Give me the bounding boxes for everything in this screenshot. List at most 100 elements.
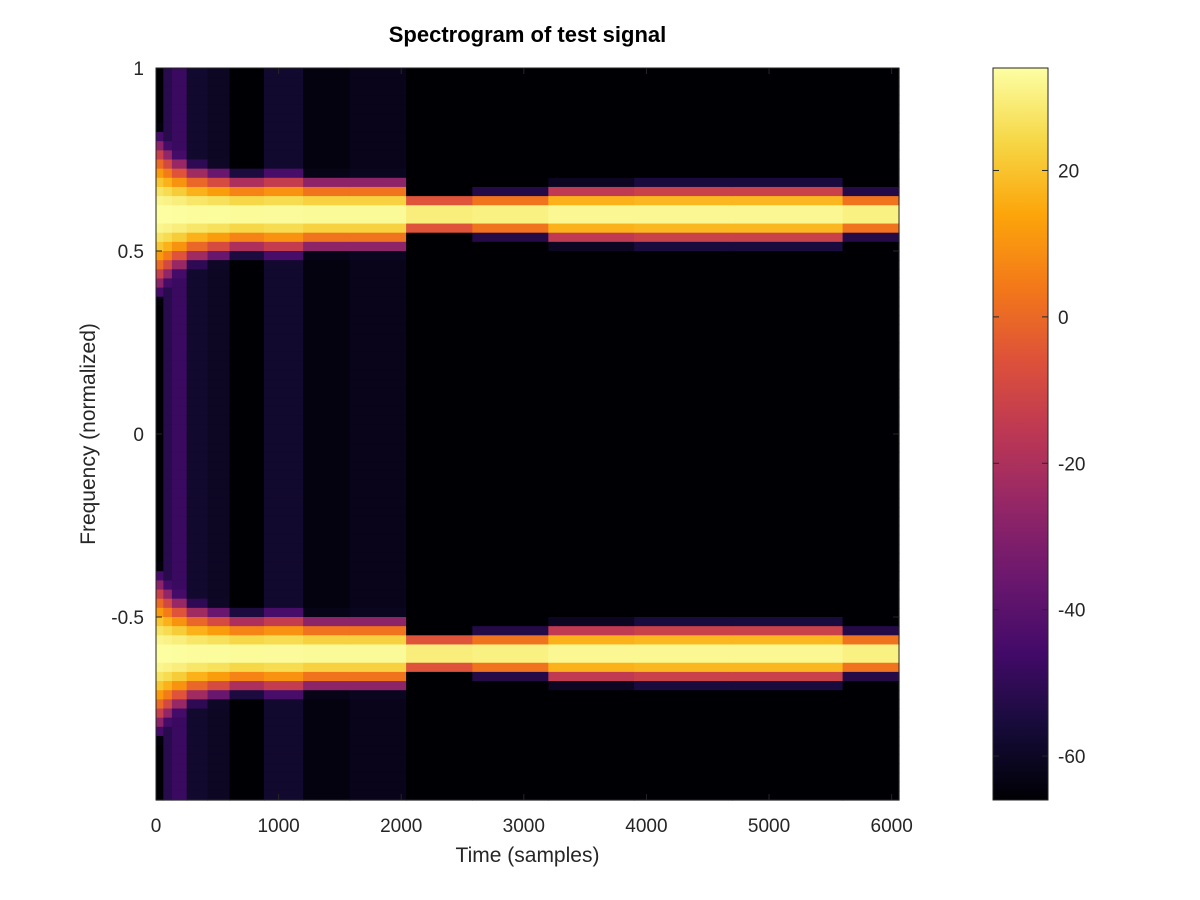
spectrogram-cell <box>229 516 265 527</box>
spectrogram-cell <box>472 122 549 133</box>
spectrogram-cell <box>634 571 733 581</box>
spectrogram-cell <box>186 461 209 472</box>
spectrogram-cell <box>842 232 900 243</box>
spectrogram-cell <box>634 251 733 261</box>
spectrogram-cell <box>207 516 231 527</box>
spectrogram-cell <box>229 617 265 627</box>
spectrogram-cell <box>207 589 231 600</box>
spectrogram-cell <box>548 104 635 115</box>
spectrogram-cell <box>349 607 407 618</box>
spectrogram-cell <box>472 763 549 774</box>
spectrogram-cell <box>548 305 635 316</box>
spectrogram-cell <box>842 315 900 325</box>
spectrogram-cell <box>548 653 635 664</box>
spectrogram-cell <box>548 397 635 408</box>
spectrogram-cell <box>163 498 173 508</box>
spectrogram-cell <box>263 735 304 746</box>
spectrogram-cell <box>548 360 635 371</box>
spectrogram-cell <box>472 77 549 87</box>
spectrogram-cell <box>349 214 407 225</box>
spectrogram-cell <box>163 315 173 325</box>
spectrogram-cell <box>171 278 188 289</box>
x-axis-ticks: 0 1000 2000 3000 4000 5000 6000 <box>151 68 913 837</box>
spectrogram-cell <box>263 562 304 572</box>
spectrogram-cell <box>263 113 304 124</box>
spectrogram-cell <box>406 470 473 481</box>
spectrogram-cell <box>263 479 304 490</box>
spectrogram-cell <box>842 388 900 398</box>
spectrogram-cell <box>732 562 844 572</box>
spectrogram-cell <box>263 772 304 783</box>
spectrogram-cell <box>207 86 231 97</box>
spectrogram-cell <box>163 342 173 353</box>
spectrogram-cell <box>163 241 173 252</box>
spectrogram-cell <box>406 77 473 87</box>
spectrogram-cell <box>634 671 733 682</box>
spectrogram-cell <box>263 781 304 792</box>
spectrogram-cell <box>349 333 407 344</box>
spectrogram-cell <box>207 95 231 106</box>
spectrogram-cell <box>472 68 549 78</box>
spectrogram-cell <box>349 708 407 719</box>
spectrogram-cell <box>303 86 351 97</box>
spectrogram-cell <box>548 296 635 307</box>
spectrogram-cell <box>548 735 635 746</box>
spectrogram-cell <box>171 95 188 106</box>
spectrogram-cell <box>732 379 844 389</box>
y-tick-label: 0.5 <box>118 242 144 263</box>
spectrogram-cell <box>548 607 635 618</box>
y-tick-label: -0.5 <box>111 608 144 629</box>
spectrogram-cell <box>229 635 265 646</box>
spectrogram-cell <box>548 681 635 691</box>
spectrogram-cell <box>163 324 173 334</box>
spectrogram-cell <box>163 205 173 215</box>
spectrogram-cell <box>163 443 173 453</box>
spectrogram-cell <box>472 415 549 426</box>
spectrogram-cell <box>406 552 473 563</box>
spectrogram-cell <box>349 726 407 737</box>
spectrogram-cell <box>732 260 844 270</box>
spectrogram-cell <box>349 745 407 755</box>
spectrogram-cell <box>163 534 173 545</box>
spectrogram-cell <box>229 333 265 344</box>
spectrogram-cell <box>163 708 173 719</box>
spectrogram-cell <box>156 443 164 453</box>
spectrogram-cell <box>634 232 733 243</box>
spectrogram-cell <box>171 324 188 334</box>
spectrogram-cell <box>349 360 407 371</box>
spectrogram-cell <box>171 763 188 774</box>
spectrogram-cell <box>472 470 549 481</box>
spectrogram-cell <box>406 617 473 627</box>
spectrogram-cell <box>229 186 265 197</box>
x-tick-label: 1000 <box>257 816 299 837</box>
spectrogram-cell <box>472 141 549 151</box>
spectrogram-cell <box>163 388 173 398</box>
spectrogram-cell <box>186 415 209 426</box>
spectrogram-cell <box>156 296 164 307</box>
spectrogram-cell <box>229 159 265 170</box>
spectrogram-cell <box>156 177 164 188</box>
spectrogram-cell <box>406 177 473 188</box>
spectrogram-cell <box>406 186 473 197</box>
spectrogram-cell <box>548 434 635 444</box>
spectrogram-cell <box>156 589 164 600</box>
spectrogram-cell <box>171 104 188 115</box>
spectrogram-cell <box>186 95 209 106</box>
spectrogram-cell <box>156 342 164 353</box>
spectrogram-cell <box>186 68 209 78</box>
spectrogram-cell <box>349 443 407 453</box>
spectrogram-cell <box>163 104 173 115</box>
spectrogram-cell <box>349 763 407 774</box>
spectrogram-cell <box>349 269 407 280</box>
spectrogram-cell <box>303 525 351 536</box>
spectrogram-cell <box>548 232 635 243</box>
spectrogram-cell <box>349 461 407 472</box>
spectrogram-cell <box>548 269 635 280</box>
spectrogram-cell <box>842 571 900 581</box>
spectrogram-cell <box>472 772 549 783</box>
spectrogram-cell <box>842 406 900 417</box>
spectrogram-cell <box>406 95 473 106</box>
spectrogram-cell <box>156 132 164 142</box>
spectrogram-cell <box>263 287 304 298</box>
spectrogram-cell <box>548 754 635 764</box>
